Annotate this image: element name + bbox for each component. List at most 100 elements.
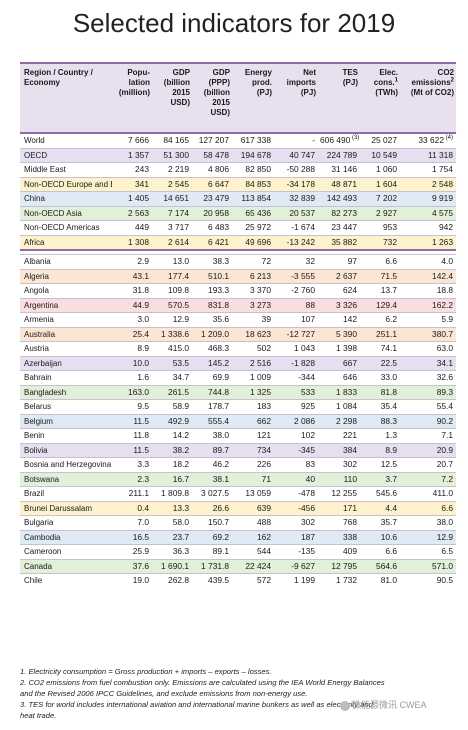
cell-tes: 338 [318, 529, 360, 545]
cell-net-imports: 32 839 [274, 191, 318, 206]
cell-net-imports: -1 674 [274, 220, 318, 235]
cell-gdp: 14.2 [152, 428, 192, 443]
table-row: Austria 8.9 415.0 468.3 502 1 043 1 398 74.1 63.… [20, 341, 456, 356]
table-row: Cameroon 25.9 36.3 89.1 544 -135 409 6.6 6.5 [20, 544, 456, 559]
table-row: Cambodia 16.5 23.7 69.2 162 187 338 10.6 12.9 [20, 529, 456, 545]
cell-net-imports: 40 [274, 471, 318, 487]
cell-elec-cons: 3.7 [360, 471, 400, 487]
cell-region: Africa [20, 234, 112, 250]
cell-energy-prod: 502 [232, 341, 274, 356]
cell-region: Cameroon [20, 544, 112, 559]
cell-co2: 90.2 [400, 413, 456, 429]
cell-tes: 1 732 [318, 573, 360, 588]
footnote-line: 2. CO2 emissions from fuel combustion on… [20, 678, 385, 687]
cell-gdp-ppp: 178.7 [192, 399, 232, 414]
table-row: Bolivia 11.5 38.2 89.7 734 -345 384 8.9 20.9 [20, 442, 456, 458]
cell-population: 341 [112, 176, 152, 192]
cell-elec-cons: 81.0 [360, 573, 400, 588]
section-divider [20, 249, 456, 255]
footnote-ref: (3) [350, 135, 360, 142]
cell-gdp-ppp: 38.0 [192, 428, 232, 443]
table-body: World 7 666 84 165 127 207 617 338-606 490 (… [20, 132, 456, 588]
cell-energy-prod: 572 [232, 573, 274, 588]
indicators-table: Region / Country / Economy Popu-lation (m… [20, 62, 456, 588]
cell-tes: 221 [318, 428, 360, 443]
cell-energy-prod: 18 623 [232, 326, 274, 342]
cell-gdp-ppp: 38.3 [192, 254, 232, 269]
cell-tes: 110 [318, 471, 360, 487]
cell-region: OECD [20, 147, 112, 163]
cell-region: Angola [20, 283, 112, 298]
cell-net-imports: -478 [274, 486, 318, 501]
cell-co2: 89.3 [400, 384, 456, 400]
cell-net-imports: 83 [274, 457, 318, 472]
table-row: China 1 405 14 651 23 479 113 854 32 839 142 4… [20, 191, 456, 206]
cell-tes: 12 795 [318, 558, 360, 574]
cell-gdp-ppp: 193.3 [192, 283, 232, 298]
cell-tes: 142 [318, 312, 360, 327]
cell-energy-prod: 226 [232, 457, 274, 472]
cell-gdp-ppp: 555.4 [192, 413, 232, 429]
cell-gdp-ppp: 26.6 [192, 500, 232, 516]
cell-co2: 34.1 [400, 355, 456, 371]
cell-energy-prod: 3 273 [232, 297, 274, 313]
cell-energy-prod: 25 972 [232, 220, 274, 235]
cell-tes: 1 084 [318, 399, 360, 414]
cell-gdp-ppp: 3 027.5 [192, 486, 232, 501]
cell-co2: 90.5 [400, 573, 456, 588]
table-row: Botswana 2.3 16.7 38.1 71 40 110 3.7 7.2 [20, 471, 456, 487]
cell-region: Azerbaijan [20, 355, 112, 371]
cell-tes: 142 493 [318, 191, 360, 206]
cell-co2: 38.0 [400, 515, 456, 530]
cell-population: 7 666 [112, 132, 152, 148]
header-region: Region / Country / Economy [20, 62, 112, 134]
cell-region: Argentina [20, 297, 112, 313]
cell-population: 19.0 [112, 573, 152, 588]
cell-gdp: 23.7 [152, 529, 192, 545]
cell-region: Algeria [20, 268, 112, 284]
cell-gdp: 1 690.1 [152, 558, 192, 574]
cell-elec-cons: 8.9 [360, 442, 400, 458]
cell-tes: 384 [318, 442, 360, 458]
cell-population: 1.6 [112, 370, 152, 385]
cell-gdp: 2 219 [152, 162, 192, 177]
table-row: Bahrain 1.6 34.7 69.9 1 009 -344 646 33.0 32.6 [20, 370, 456, 385]
table-row: Belarus 9.5 58.9 178.7 183 925 1 084 35.4 55.4 [20, 399, 456, 414]
cell-gdp-ppp: 439.5 [192, 573, 232, 588]
cell-tes: 97 [318, 254, 360, 269]
cell-net-imports: -344 [274, 370, 318, 385]
cell-net-imports: -12 727 [274, 326, 318, 342]
cell-population: 211.1 [112, 486, 152, 501]
cell-population: 31.8 [112, 283, 152, 298]
cell-tes: 224 789 [318, 147, 360, 163]
cell-gdp-ppp: 6 483 [192, 220, 232, 235]
cell-elec-cons: 1.3 [360, 428, 400, 443]
cell-net-imports: -34 178 [274, 176, 318, 192]
table-row: Non-OECD Asia 2 563 7 174 20 958 65 436 20 53… [20, 205, 456, 221]
cell-tes: 31 146 [318, 162, 360, 177]
table-row: Brunei Darussalam 0.4 13.3 26.6 639 -456 171 4.… [20, 500, 456, 516]
cell-gdp: 1 809.8 [152, 486, 192, 501]
cell-region: Bolivia [20, 442, 112, 458]
cell-region: Australia [20, 326, 112, 342]
cell-net-imports: 102 [274, 428, 318, 443]
header-energy-prod: Energy prod. (PJ) [232, 62, 274, 134]
cell-region: Canada [20, 558, 112, 574]
cell-gdp: 261.5 [152, 384, 192, 400]
cell-co2: 6.5 [400, 544, 456, 559]
cell-net-imports: -50 288 [274, 162, 318, 177]
cell-co2: 63.0 [400, 341, 456, 356]
cell-tes: 302 [318, 457, 360, 472]
cell-energy-prod: 49 696 [232, 234, 274, 250]
cell-region: Bulgaria [20, 515, 112, 530]
cell-net-imports: -13 242 [274, 234, 318, 250]
cell-population: 1 357 [112, 147, 152, 163]
table-row: Argentina 44.9 570.5 831.8 3 273 88 3 326 129.4… [20, 297, 456, 313]
header-population: Popu-lation (million) [112, 62, 152, 134]
footnotes: 1. Electricity consumption = Gross produ… [20, 666, 456, 721]
cell-region: Austria [20, 341, 112, 356]
cell-tes: 1 398 [318, 341, 360, 356]
cell-net-imports: -135 [274, 544, 318, 559]
cell-net-imports: 1 199 [274, 573, 318, 588]
cell-energy-prod: 1 009 [232, 370, 274, 385]
